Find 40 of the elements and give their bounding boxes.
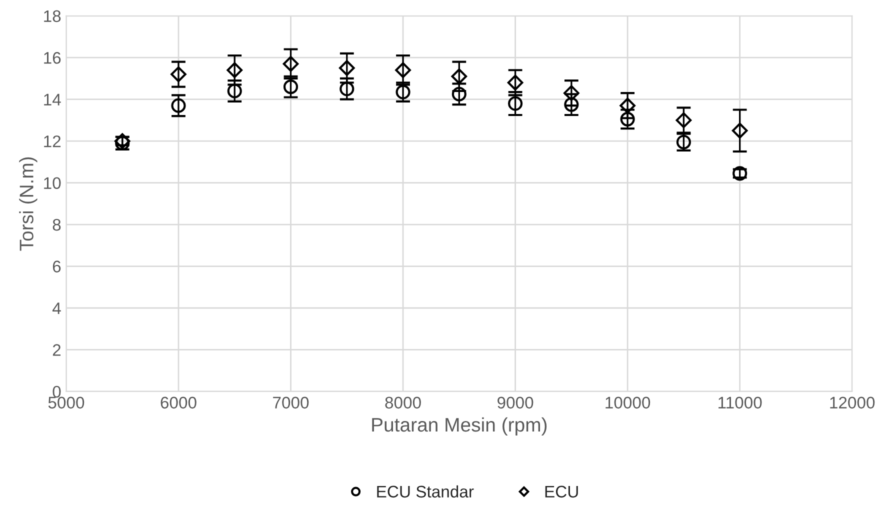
x-tick-label: 11000 bbox=[718, 396, 762, 409]
y-tick-label: 14 bbox=[44, 94, 61, 106]
legend-label: ECU Standar bbox=[377, 485, 474, 498]
y-tick-label: 0 bbox=[52, 386, 61, 398]
y-tick-label: 4 bbox=[52, 302, 61, 314]
point bbox=[395, 62, 411, 78]
x-tick-label: 9000 bbox=[498, 396, 534, 409]
x-tick-label: 6000 bbox=[160, 396, 196, 409]
y-tick-label: 10 bbox=[44, 177, 61, 189]
x-axis-title: Putaran Mesin (rpm) bbox=[372, 417, 547, 436]
point bbox=[451, 68, 468, 84]
point bbox=[227, 84, 242, 98]
x-tick-label: 8000 bbox=[385, 396, 421, 409]
y-tick-label: 6 bbox=[52, 260, 61, 272]
y-tick-label: 18 bbox=[44, 10, 61, 22]
point bbox=[282, 56, 299, 72]
point bbox=[564, 97, 579, 112]
point bbox=[676, 112, 692, 128]
x-tick-label: 5000 bbox=[48, 396, 84, 409]
x-tick-label: 7000 bbox=[273, 396, 309, 409]
point bbox=[171, 98, 186, 113]
point bbox=[226, 62, 243, 78]
point bbox=[283, 80, 298, 94]
point bbox=[170, 66, 186, 82]
y-axis-title: Torsi (N.m) bbox=[19, 157, 38, 251]
point bbox=[452, 86, 466, 102]
point bbox=[620, 112, 635, 126]
y-tick-label: 16 bbox=[44, 52, 61, 64]
y-tick-label: 2 bbox=[52, 344, 61, 356]
point bbox=[338, 60, 355, 76]
point bbox=[620, 98, 636, 114]
point bbox=[732, 122, 748, 139]
y-tick-label: 12 bbox=[44, 135, 61, 148]
point bbox=[340, 82, 354, 96]
x-tick-label: 10000 bbox=[606, 396, 650, 409]
legend-label: ECU bbox=[545, 486, 578, 498]
x-tick-label: 12000 bbox=[830, 396, 875, 409]
point bbox=[564, 85, 580, 101]
point bbox=[507, 74, 524, 91]
y-tick-label: 8 bbox=[52, 218, 61, 231]
